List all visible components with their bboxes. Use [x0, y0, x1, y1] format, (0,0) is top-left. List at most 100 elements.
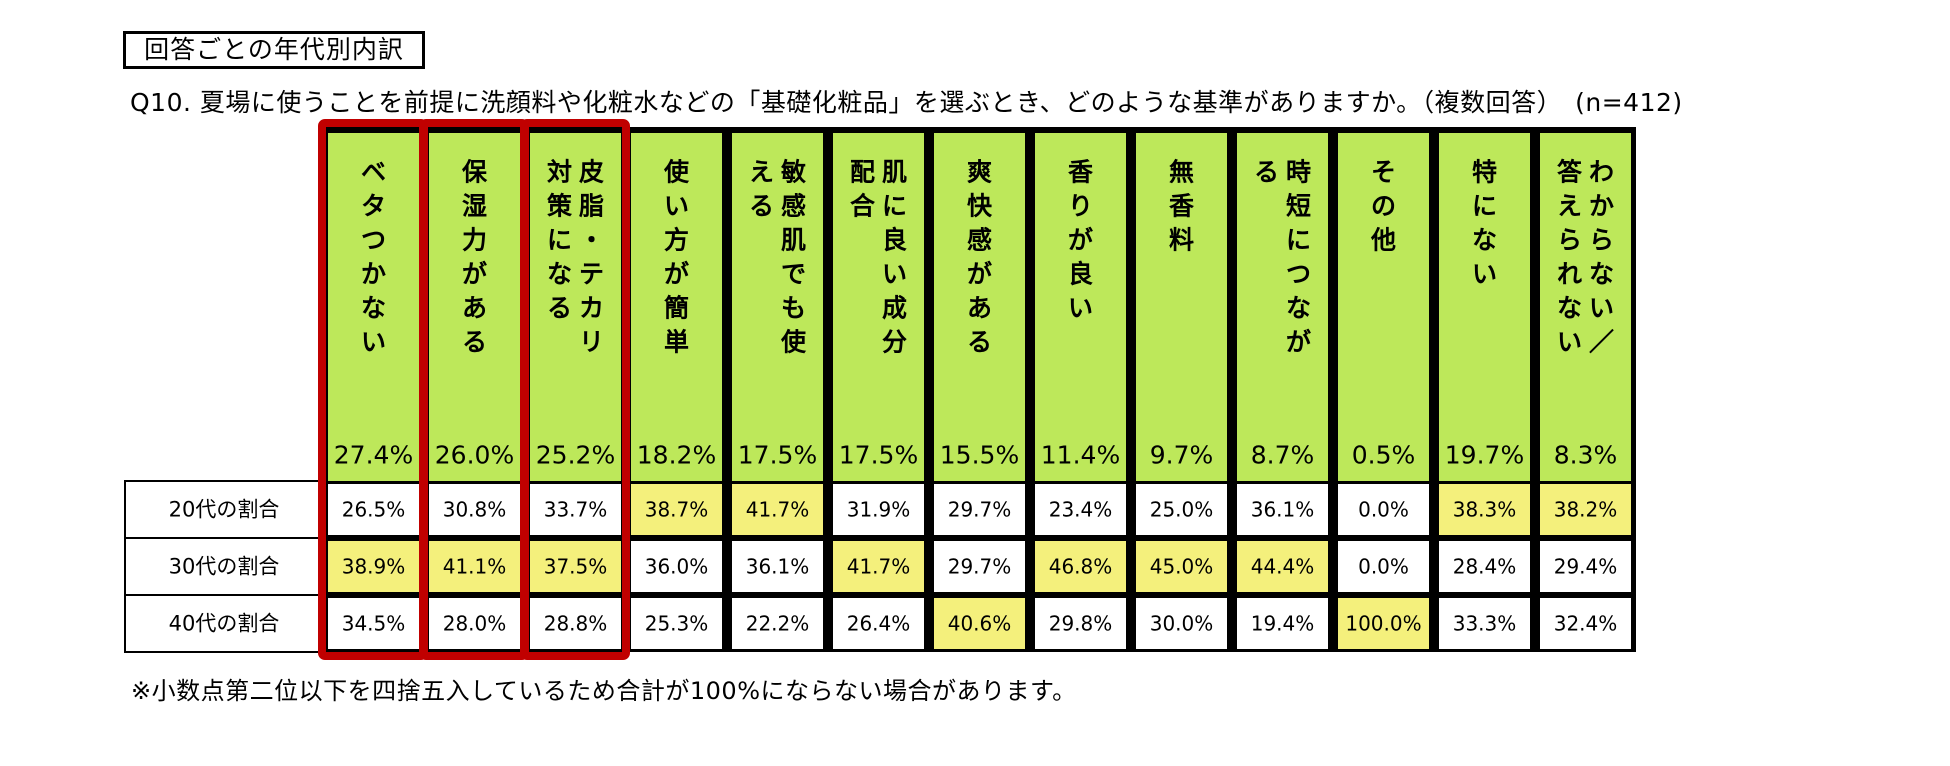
category-total-label: 15.5%: [940, 441, 1019, 470]
category-label-char: が: [967, 260, 992, 289]
value-label: 29.4%: [1554, 555, 1618, 579]
value-cell: [1136, 484, 1227, 535]
category-label-char: な: [361, 294, 386, 323]
category-label-char: い: [664, 192, 689, 221]
category-label-char: 策: [547, 192, 573, 221]
value-label: 19.4%: [1251, 612, 1315, 636]
category-label-char: る: [462, 328, 487, 357]
category-label-char: い: [882, 260, 907, 289]
value-cell: [328, 541, 419, 592]
category-label-char: に: [1472, 192, 1497, 221]
category-total-label: 8.7%: [1251, 441, 1315, 470]
category-label-char: い: [1472, 260, 1497, 289]
value-label: 38.7%: [645, 498, 709, 522]
category-label-char: 料: [1169, 226, 1194, 255]
category-header-cell: [429, 133, 520, 481]
value-label: 29.7%: [948, 498, 1012, 522]
category-label-char: 使: [780, 328, 807, 357]
category-header-cell: [1439, 133, 1530, 481]
value-cell: [1540, 541, 1631, 592]
category-label-char: が: [664, 260, 689, 289]
category-label-char: る: [967, 328, 992, 357]
category-label-char: 脂: [579, 192, 604, 221]
category-label-char: 方: [664, 226, 689, 255]
category-label-char: あ: [967, 294, 992, 323]
category-label-char: 単: [664, 328, 689, 357]
category-label-char: 他: [1370, 226, 1396, 255]
value-label: 26.4%: [847, 612, 911, 636]
value-cell: [1439, 598, 1530, 649]
value-label: 28.0%: [443, 612, 507, 636]
category-label-char: い: [361, 328, 386, 357]
value-label: 38.3%: [1453, 498, 1517, 522]
value-label: 41.7%: [847, 555, 911, 579]
category-label-char: 保: [461, 158, 488, 187]
category-label-char: に: [547, 226, 572, 255]
category-total-label: 11.4%: [1041, 441, 1120, 470]
category-label-char: が: [462, 260, 487, 289]
value-label: 33.7%: [544, 498, 608, 522]
category-label-char: 皮: [579, 158, 604, 187]
category-label-char: な: [1472, 226, 1497, 255]
value-label: 46.8%: [1049, 555, 1113, 579]
category-label-char: そ: [1371, 158, 1396, 187]
value-cell: [530, 598, 621, 649]
value-cell: [429, 541, 520, 592]
category-label-char: 香: [1068, 158, 1093, 187]
category-header-cell: [530, 133, 621, 481]
category-label-char: 対: [547, 158, 572, 187]
category-label-char: な: [1589, 260, 1614, 289]
category-label-char: が: [1068, 226, 1093, 255]
value-cell: [1439, 484, 1530, 535]
value-label: 30.0%: [1150, 612, 1214, 636]
category-label-char: 爽: [967, 158, 992, 187]
category-label-char: リ: [579, 328, 604, 357]
category-total-label: 18.2%: [637, 441, 716, 470]
category-label-char: 感: [781, 192, 806, 221]
category-label-char: つ: [361, 226, 386, 255]
value-label: 25.0%: [1150, 498, 1214, 522]
category-label-char: カ: [579, 294, 604, 323]
category-header-cell: [631, 133, 722, 481]
category-label-char: に: [882, 192, 907, 221]
footnote: ※小数点第二位以下を四捨五入しているため合計が100%にならない場合があります。: [131, 677, 1077, 705]
value-cell: [631, 484, 722, 535]
value-label: 36.1%: [746, 555, 810, 579]
row-label-cell: [124, 594, 324, 653]
value-label: 25.3%: [645, 612, 709, 636]
value-cell: [1035, 484, 1126, 535]
value-label: 0.0%: [1358, 555, 1409, 579]
value-label: 36.1%: [1251, 498, 1315, 522]
value-cell: [934, 598, 1025, 649]
value-label: 41.7%: [746, 498, 810, 522]
value-cell: [732, 541, 823, 592]
value-cell: [429, 484, 520, 535]
value-cell: [833, 541, 924, 592]
value-label: 33.3%: [1453, 612, 1517, 636]
value-label: 34.5%: [342, 612, 406, 636]
category-label-char: 無: [1169, 158, 1194, 187]
value-cell: [1237, 541, 1328, 592]
value-cell: [1035, 598, 1126, 649]
value-label: 30.8%: [443, 498, 507, 522]
category-label-char: ／: [1589, 328, 1614, 357]
category-label-char: い: [1068, 294, 1093, 323]
category-label-char: 答: [1557, 158, 1583, 187]
category-label-char: で: [781, 260, 806, 289]
category-header-cell: [833, 133, 924, 481]
value-cell: [1338, 541, 1429, 592]
category-label-char: る: [1254, 158, 1279, 187]
value-cell: [1338, 484, 1429, 535]
value-cell: [1338, 598, 1429, 649]
value-cell: [1439, 541, 1530, 592]
value-label: 26.5%: [342, 498, 406, 522]
value-label: 32.4%: [1554, 612, 1618, 636]
category-header-cell: [1035, 133, 1126, 481]
category-label-char: 力: [462, 226, 487, 255]
category-label-char: テ: [579, 260, 604, 289]
category-total-label: 26.0%: [435, 441, 514, 470]
category-label-char: 香: [1169, 192, 1194, 221]
row-label: 30代の割合: [169, 555, 280, 579]
category-label-char: が: [1286, 328, 1311, 357]
value-cell: [530, 541, 621, 592]
